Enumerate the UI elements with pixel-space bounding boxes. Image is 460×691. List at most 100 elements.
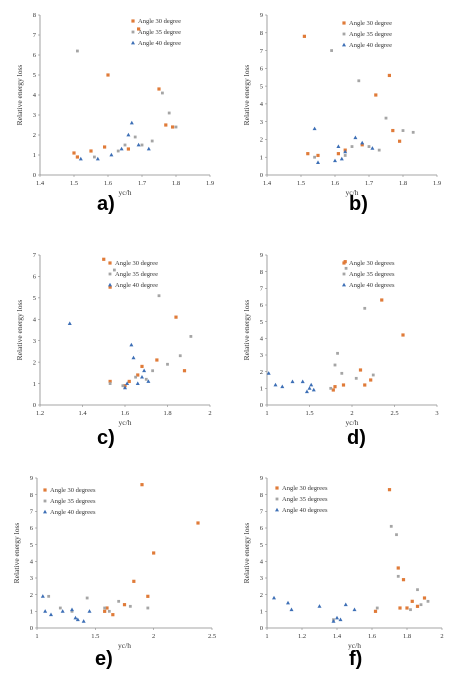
data-point-40: [331, 619, 336, 623]
y-tick-label: 4: [33, 92, 37, 99]
data-point-30: [422, 596, 427, 600]
data-point-40: [317, 604, 322, 608]
data-point-40: [142, 368, 147, 373]
y-tick-label: 0: [260, 172, 263, 179]
y-tick-label: 5: [30, 542, 33, 549]
x-tick-label: 1.4: [36, 180, 45, 187]
data-point-35: [178, 354, 182, 358]
legend-marker-30: [43, 488, 47, 492]
data-point-40: [70, 607, 74, 612]
data-point-30: [140, 364, 144, 369]
data-point-30: [331, 388, 335, 392]
y-tick-label: 8: [30, 492, 33, 499]
data-point-40: [273, 382, 278, 387]
panel-label-f: f): [349, 648, 363, 670]
data-point-35: [140, 143, 144, 147]
scatter-chart-a: 0 1 2 3 4 5 6 7 8 1.4 1.5 1.6 1.7 1.8 1.9 yc/h Relative …: [15, 12, 214, 197]
data-point-35: [103, 606, 107, 610]
legend-marker-40: [342, 42, 346, 47]
x-tick-label: 1.6: [331, 180, 340, 187]
legend-marker-40: [108, 282, 112, 287]
y-tick-label: 5: [260, 83, 263, 90]
x-tick-label: 1.4: [333, 633, 342, 640]
y-axis-label: Relative energy loss: [15, 300, 24, 361]
x-tick-label: 2: [350, 410, 353, 417]
data-point-35: [367, 145, 371, 148]
panel-label-a: a): [97, 193, 115, 215]
legend-marker-30: [131, 19, 135, 23]
data-point-35: [375, 606, 379, 610]
data-point-40: [335, 615, 339, 620]
y-tick-label: 6: [260, 302, 264, 309]
x-tick-label: 1: [265, 410, 268, 417]
data-point-30: [174, 315, 178, 319]
data-point-35: [401, 129, 405, 132]
data-point-40: [123, 385, 127, 390]
data-point-40: [289, 607, 294, 612]
y-tick-label: 3: [33, 112, 36, 119]
data-point-30: [360, 143, 364, 147]
data-point-35: [123, 143, 127, 147]
data-point-35: [395, 533, 398, 537]
legend-marker-30: [342, 21, 346, 25]
y-tick-label: 4: [260, 559, 264, 566]
legend-label-30: Angle 30 degrees: [50, 487, 96, 494]
data-point-35: [70, 609, 74, 613]
data-point-35: [416, 588, 419, 592]
data-point-35: [363, 306, 367, 310]
data-point-30: [132, 579, 136, 583]
data-point-35: [333, 363, 337, 367]
y-tick-label: 9: [260, 475, 263, 482]
x-tick-label: 2: [440, 633, 443, 640]
data-point-30: [302, 34, 306, 38]
data-point-35: [85, 596, 89, 600]
panel-label-b: b): [349, 193, 368, 215]
y-tick-label: 0: [33, 172, 36, 179]
y-axis-label: Relative energy loss: [15, 65, 24, 126]
data-point-30: [157, 87, 161, 91]
x-axis-label: yc/h: [118, 641, 131, 650]
data-point-35: [329, 386, 333, 390]
x-tick-label: 1.6: [121, 410, 130, 417]
data-point-40: [370, 146, 375, 150]
y-tick-label: 0: [33, 402, 36, 409]
data-point-30: [341, 383, 346, 387]
y-tick-label: 1: [260, 609, 263, 616]
data-point-40: [43, 609, 48, 613]
data-point-40: [339, 156, 344, 161]
data-point-30: [103, 145, 107, 149]
y-tick-label: 5: [33, 72, 36, 79]
legend-marker-30: [342, 261, 346, 265]
data-point-35: [189, 335, 193, 338]
y-tick-label: 3: [33, 338, 36, 345]
y-tick-label: 1: [260, 386, 263, 393]
data-point-30: [387, 488, 392, 492]
data-point-30: [316, 153, 320, 158]
data-point-35: [144, 377, 148, 381]
y-tick-label: 8: [260, 269, 263, 276]
data-point-40: [136, 142, 141, 147]
data-point-35: [426, 599, 430, 603]
y-tick-label: 1: [30, 609, 33, 616]
data-point-30: [363, 383, 367, 387]
x-axis-label: yc/h: [119, 418, 132, 427]
data-point-30: [105, 606, 109, 610]
data-point-35: [151, 369, 155, 373]
legend-marker-35: [275, 497, 279, 501]
x-tick-label: 1.8: [403, 633, 411, 640]
x-tick-label: 1.2: [298, 633, 306, 640]
data-point-30: [103, 609, 107, 613]
data-point-40: [126, 132, 131, 137]
legend-label-40: Angle 40 degrees: [50, 509, 96, 516]
y-tick-label: 4: [260, 336, 264, 343]
data-point-40: [146, 146, 151, 151]
y-tick-label: 8: [260, 30, 263, 37]
panel-label-d: d): [347, 427, 366, 449]
data-point-35: [344, 266, 348, 270]
data-point-40: [336, 144, 341, 148]
data-point-40: [343, 149, 348, 154]
data-point-40: [131, 355, 136, 360]
